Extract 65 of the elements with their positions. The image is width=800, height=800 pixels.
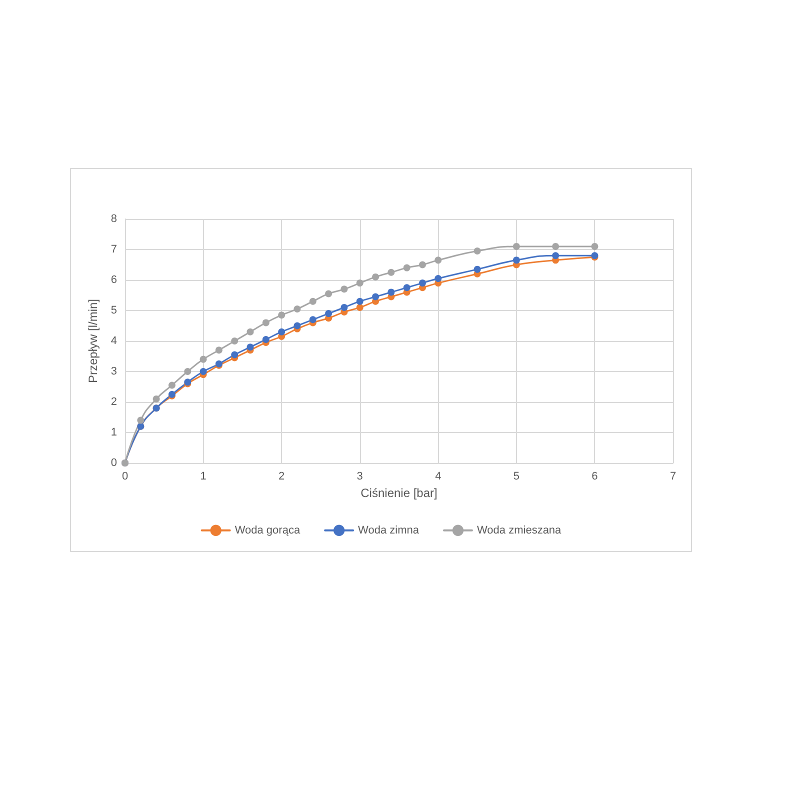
- point: [309, 298, 316, 305]
- point: [418, 280, 426, 287]
- y-tick-label: 8: [110, 213, 117, 225]
- legend-label: Woda zimna: [358, 524, 420, 536]
- point: [215, 346, 222, 354]
- x-tick-label: 5: [513, 470, 520, 482]
- y-tick-label: 1: [110, 426, 117, 438]
- legend-label: Woda zmieszana: [476, 524, 562, 536]
- x-tick-label: 2: [278, 470, 285, 482]
- point: [552, 242, 560, 250]
- point: [184, 368, 192, 375]
- x-tick-label: 0: [122, 470, 128, 482]
- y-tick-label: 0: [110, 457, 117, 469]
- y-tick-label: 4: [110, 335, 117, 347]
- point: [278, 312, 286, 319]
- point: [418, 261, 426, 268]
- point: [474, 248, 481, 255]
- point: [372, 273, 380, 280]
- point: [325, 310, 332, 318]
- x-tick-label: 7: [670, 470, 676, 482]
- point: [325, 290, 332, 298]
- point: [137, 416, 144, 424]
- point: [388, 268, 395, 276]
- point: [309, 316, 316, 324]
- point: [372, 293, 380, 300]
- x-tick-label: 6: [592, 470, 598, 482]
- legend-label: Woda gorąca: [234, 524, 301, 536]
- point: [200, 356, 207, 363]
- x-tick-label: 1: [200, 470, 206, 482]
- y-axis-title: Przepływ [l/min]: [86, 298, 100, 384]
- point: [340, 286, 348, 293]
- point: [512, 256, 520, 264]
- point: [434, 256, 442, 264]
- point: [262, 336, 270, 343]
- point: [294, 305, 301, 312]
- point: [231, 351, 238, 358]
- y-tick-label: 3: [110, 366, 117, 378]
- x-tick-label: 4: [435, 470, 442, 482]
- point: [403, 264, 410, 272]
- point: [168, 382, 176, 389]
- y-tick-label: 7: [110, 244, 117, 256]
- y-tick-label: 5: [110, 304, 117, 316]
- point: [356, 298, 364, 305]
- point: [552, 252, 560, 260]
- point: [152, 395, 160, 402]
- point: [474, 266, 481, 273]
- point: [434, 274, 442, 282]
- point: [356, 280, 364, 287]
- x-axis-title: Ciśnienie [bar]: [360, 486, 438, 500]
- point: [278, 328, 286, 336]
- x-tick-label: 3: [356, 470, 363, 482]
- point: [340, 304, 348, 311]
- point: [246, 328, 254, 336]
- point: [294, 322, 301, 330]
- point: [388, 288, 395, 296]
- point: [591, 242, 598, 250]
- point: [403, 284, 410, 292]
- point: [262, 319, 270, 326]
- y-tick-label: 2: [110, 396, 117, 408]
- point: [231, 338, 238, 344]
- point: [200, 368, 207, 375]
- y-tick-label: 6: [110, 274, 117, 286]
- point: [246, 344, 254, 351]
- point: [356, 304, 364, 311]
- point: [512, 242, 520, 250]
